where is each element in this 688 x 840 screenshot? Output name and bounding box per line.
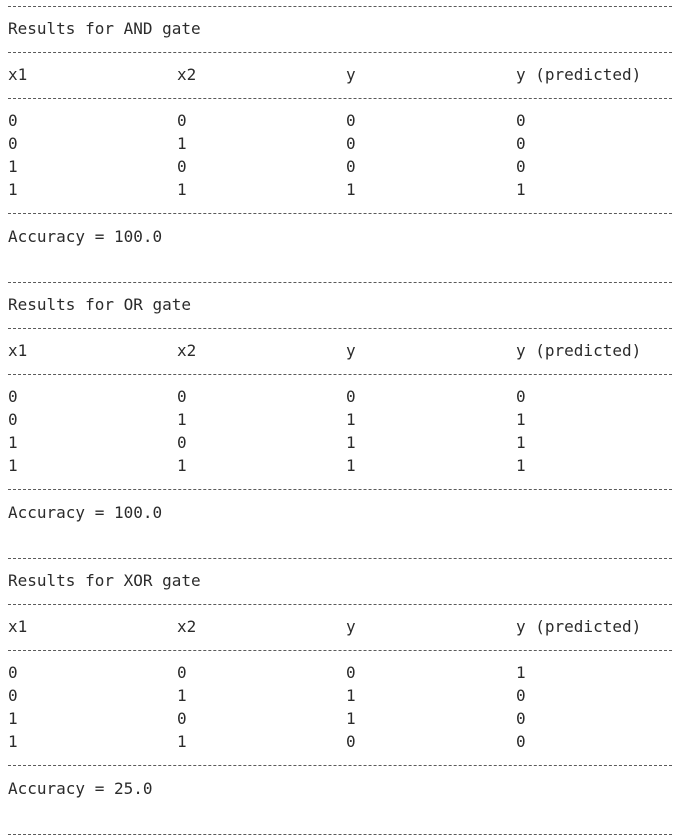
cell-x1: 0: [8, 686, 18, 705]
cell-y-predicted: 0: [516, 111, 526, 130]
cell-y-predicted: 0: [516, 134, 526, 153]
column-header-x1: x1: [8, 617, 28, 636]
cell-y-predicted: 0: [516, 157, 526, 176]
cell-y: 1: [346, 410, 356, 429]
column-header-x2: x2: [177, 65, 197, 84]
cell-x2: 0: [177, 157, 187, 176]
cell-y-predicted: 0: [516, 686, 526, 705]
cell-y-predicted: 1: [516, 410, 526, 429]
cell-x1: 1: [8, 180, 18, 199]
separator-line: [8, 6, 672, 7]
cell-y: 0: [346, 134, 356, 153]
column-header-x2: x2: [177, 341, 197, 360]
column-header-y: y: [346, 341, 356, 360]
cell-y-predicted: 1: [516, 663, 526, 682]
cell-x2: 1: [177, 456, 187, 475]
cell-y-predicted: 1: [516, 433, 526, 452]
cell-y: 1: [346, 433, 356, 452]
cell-x1: 0: [8, 387, 18, 406]
separator-line: [8, 489, 672, 490]
cell-y: 1: [346, 686, 356, 705]
cell-y: 0: [346, 157, 356, 176]
column-header-y: y: [346, 65, 356, 84]
cell-y: 1: [346, 456, 356, 475]
section-title: Results for XOR gate: [8, 571, 201, 590]
cell-y-predicted: 1: [516, 456, 526, 475]
column-header-x2: x2: [177, 617, 197, 636]
cell-x2: 1: [177, 134, 187, 153]
separator-line: [8, 650, 672, 651]
separator-line: [8, 604, 672, 605]
cell-x2: 1: [177, 732, 187, 751]
cell-y: 1: [346, 709, 356, 728]
cell-x2: 0: [177, 663, 187, 682]
cell-x2: 1: [177, 410, 187, 429]
cell-y-predicted: 0: [516, 709, 526, 728]
column-header-y-predicted: y (predicted): [516, 65, 642, 84]
cell-x1: 0: [8, 111, 18, 130]
cell-y-predicted: 1: [516, 180, 526, 199]
accuracy-text: Accuracy = 25.0: [8, 779, 153, 798]
cell-y: 0: [346, 387, 356, 406]
cell-x1: 1: [8, 709, 18, 728]
section-title: Results for OR gate: [8, 295, 192, 314]
cell-x1: 0: [8, 134, 18, 153]
cell-x2: 1: [177, 686, 187, 705]
cell-x2: 0: [177, 709, 187, 728]
cell-y: 0: [346, 732, 356, 751]
separator-line: [8, 98, 672, 99]
cell-y-predicted: 0: [516, 732, 526, 751]
section-title: Results for AND gate: [8, 19, 201, 38]
cell-x1: 0: [8, 410, 18, 429]
cell-y: 0: [346, 111, 356, 130]
cell-x1: 1: [8, 732, 18, 751]
accuracy-text: Accuracy = 100.0: [8, 503, 163, 522]
column-header-x1: x1: [8, 65, 28, 84]
column-header-x1: x1: [8, 341, 28, 360]
separator-line: [8, 213, 672, 214]
cell-y-predicted: 0: [516, 387, 526, 406]
separator-line: [8, 558, 672, 559]
cell-y: 0: [346, 663, 356, 682]
accuracy-text: Accuracy = 100.0: [8, 227, 163, 246]
cell-x1: 0: [8, 663, 18, 682]
separator-line: [8, 374, 672, 375]
column-header-y: y: [346, 617, 356, 636]
cell-x1: 1: [8, 157, 18, 176]
cell-x2: 1: [177, 180, 187, 199]
cell-x2: 0: [177, 433, 187, 452]
separator-line: [8, 282, 672, 283]
cell-x2: 0: [177, 387, 187, 406]
separator-line: [8, 765, 672, 766]
separator-line: [8, 834, 672, 835]
cell-x1: 1: [8, 433, 18, 452]
cell-x1: 1: [8, 456, 18, 475]
cell-y: 1: [346, 180, 356, 199]
cell-x2: 0: [177, 111, 187, 130]
separator-line: [8, 52, 672, 53]
separator-line: [8, 328, 672, 329]
column-header-y-predicted: y (predicted): [516, 617, 642, 636]
column-header-y-predicted: y (predicted): [516, 341, 642, 360]
